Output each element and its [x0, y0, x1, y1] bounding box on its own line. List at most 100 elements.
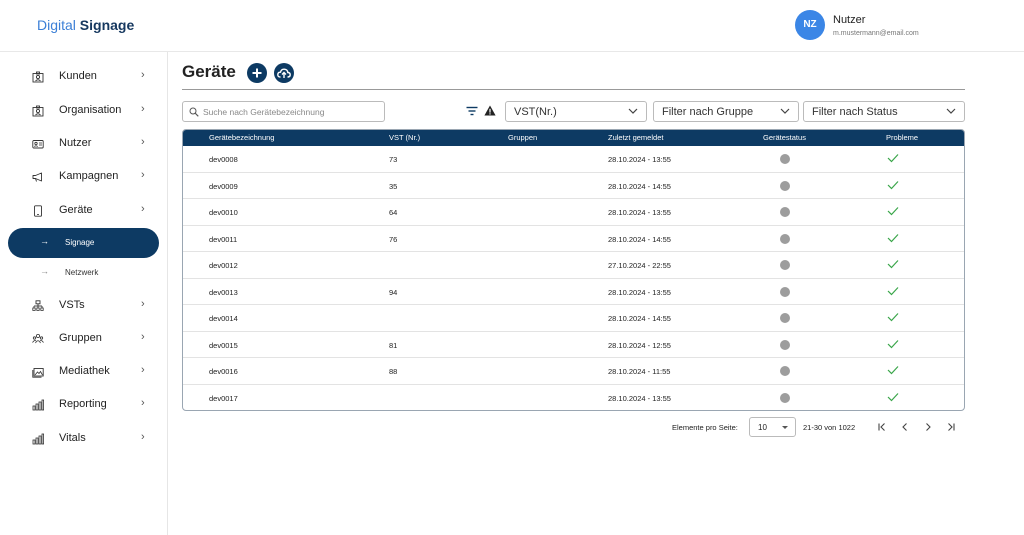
- cell-device-name: dev0017: [209, 393, 238, 403]
- chevron-right-icon: ›: [141, 331, 145, 343]
- cell-last-reported: 27.10.2024 - 22:55: [608, 261, 671, 270]
- check-icon: [887, 260, 899, 269]
- cell-device-name: dev0008: [209, 155, 238, 164]
- top-header: Digital Signage NZ Nutzer m.mustermann@e…: [0, 0, 1024, 52]
- chevron-down-icon: [946, 108, 956, 114]
- check-icon: [887, 207, 899, 216]
- cell-last-reported: 28.10.2024 - 11:55: [608, 367, 671, 376]
- sidebar-item-label: Kampagnen: [59, 170, 119, 182]
- sidebar-item-geraete[interactable]: Geräte ›: [0, 197, 168, 225]
- table-row[interactable]: dev0014 28.10.2024 - 14:55: [183, 305, 964, 332]
- table-row[interactable]: dev0016 88 28.10.2024 - 11:55: [183, 358, 964, 385]
- sidebar-item-label: Organisation: [59, 104, 122, 116]
- table-header: Gerätebezeichnung VST (Nr.) Gruppen Zule…: [183, 130, 964, 146]
- chevron-right-icon: ›: [141, 397, 145, 409]
- status-dot-icon: [780, 233, 790, 244]
- search-input[interactable]: [203, 105, 378, 119]
- vst-filter-select[interactable]: VST(Nr.): [505, 101, 647, 122]
- sidebar-item-vsts[interactable]: VSTs ›: [0, 292, 168, 320]
- status-dot-icon: [780, 180, 790, 191]
- group-filter-select[interactable]: Filter nach Gruppe: [653, 101, 799, 122]
- sidebar-item-kunden[interactable]: Kunden ›: [0, 63, 168, 91]
- sidebar-item-kampagnen[interactable]: Kampagnen ›: [0, 163, 168, 191]
- cloud-upload-button[interactable]: [274, 63, 294, 83]
- cell-last-reported: 28.10.2024 - 13:55: [608, 155, 671, 164]
- status-dot-icon: [780, 366, 790, 376]
- group-filter-value: Filter nach Gruppe: [662, 106, 754, 118]
- cell-vst: 73: [389, 155, 398, 164]
- column-header-vst[interactable]: VST (Nr.): [389, 133, 421, 142]
- table-row[interactable]: dev0009 35 28.10.2024 - 14:55: [183, 173, 964, 199]
- sidebar: Kunden › Organisation › Nutzer › Kampagn…: [0, 52, 168, 535]
- sidebar-item-label: Nutzer: [59, 137, 92, 149]
- device-icon: [34, 205, 42, 217]
- title-divider: [182, 89, 965, 90]
- sidebar-subitem-signage[interactable]: → Signage: [8, 228, 159, 258]
- add-device-button[interactable]: [247, 63, 267, 83]
- status-dot-icon: [780, 207, 790, 217]
- filter-icon[interactable]: [466, 106, 478, 116]
- table-row[interactable]: dev0011 76 28.10.2024 - 14:55: [183, 226, 964, 252]
- cell-device-name: dev0013: [209, 287, 238, 297]
- status-filter-value: Filter nach Status: [812, 106, 898, 118]
- page-range: 21-30 von 1022: [803, 423, 856, 432]
- status-dot-icon: [780, 339, 790, 350]
- column-header-status[interactable]: Gerätestatus: [763, 133, 806, 142]
- cell-vst: 76: [389, 234, 398, 244]
- column-header-problems[interactable]: Probleme: [886, 133, 919, 142]
- avatar[interactable]: NZ: [795, 10, 825, 40]
- table-row[interactable]: dev0008 73 28.10.2024 - 13:55: [183, 146, 964, 173]
- table-row[interactable]: dev0010 64 28.10.2024 - 13:55: [183, 199, 964, 226]
- table-row[interactable]: dev0015 81 28.10.2024 - 12:55: [183, 332, 964, 358]
- sidebar-item-label: Geräte: [59, 204, 93, 216]
- logo-text-digital: Digital: [37, 17, 76, 33]
- user-name: Nutzer: [833, 14, 866, 26]
- sidebar-item-label: Gruppen: [59, 332, 102, 344]
- page-size-select[interactable]: 10: [749, 417, 796, 437]
- vst-filter-value: VST(Nr.): [514, 106, 557, 118]
- first-page-button[interactable]: [876, 421, 888, 433]
- cell-vst: 64: [389, 208, 398, 217]
- table-row[interactable]: dev0013 94 28.10.2024 - 13:55: [183, 279, 964, 305]
- chevron-down-icon: [628, 108, 638, 114]
- table-row[interactable]: dev0012 27.10.2024 - 22:55: [183, 252, 964, 279]
- last-page-button[interactable]: [945, 421, 957, 433]
- check-icon: [887, 366, 899, 375]
- sidebar-item-mediathek[interactable]: Mediathek ›: [0, 358, 168, 386]
- sidebar-item-reporting[interactable]: Reporting ›: [0, 391, 168, 419]
- table-row[interactable]: dev0017 28.10.2024 - 13:55: [183, 385, 964, 411]
- search-icon: [189, 107, 199, 117]
- cell-device-name: dev0011: [209, 234, 238, 244]
- status-filter-select[interactable]: Filter nach Status: [803, 101, 965, 122]
- chevron-right-icon: ›: [141, 169, 145, 181]
- sidebar-item-organisation[interactable]: Organisation ›: [0, 97, 168, 125]
- cell-device-name: dev0010: [209, 208, 238, 217]
- cell-vst: 81: [389, 340, 398, 350]
- cell-last-reported: 28.10.2024 - 13:55: [608, 208, 671, 217]
- warning-icon[interactable]: [484, 105, 496, 116]
- sidebar-item-label: Reporting: [59, 398, 107, 410]
- chevron-down-icon: [780, 108, 790, 114]
- status-dot-icon: [780, 260, 790, 270]
- cell-last-reported: 28.10.2024 - 12:55: [608, 340, 671, 350]
- sidebar-item-nutzer[interactable]: Nutzer ›: [0, 130, 168, 158]
- previous-page-button[interactable]: [899, 421, 911, 433]
- chevron-right-icon: ›: [141, 69, 145, 81]
- chevron-right-icon: ›: [141, 431, 145, 443]
- sidebar-subitem-netzwerk[interactable]: → Netzwerk: [8, 258, 159, 288]
- column-header-groups[interactable]: Gruppen: [508, 133, 538, 142]
- search-field[interactable]: [182, 101, 385, 122]
- next-page-button[interactable]: [922, 421, 934, 433]
- check-icon: [887, 339, 899, 348]
- cell-last-reported: 28.10.2024 - 14:55: [608, 234, 671, 244]
- page-size-value: 10: [758, 423, 767, 432]
- cell-last-reported: 28.10.2024 - 13:55: [608, 393, 671, 403]
- sidebar-item-gruppen[interactable]: Gruppen ›: [0, 325, 168, 353]
- sidebar-item-vitals[interactable]: Vitals ›: [0, 425, 168, 453]
- status-dot-icon: [780, 313, 790, 323]
- column-header-last-reported[interactable]: Zuletzt gemeldet: [608, 133, 664, 142]
- column-header-name[interactable]: Gerätebezeichnung: [209, 133, 275, 142]
- app-logo[interactable]: Digital Signage: [37, 17, 134, 33]
- chevron-right-icon: ›: [141, 103, 145, 115]
- check-icon: [887, 154, 899, 163]
